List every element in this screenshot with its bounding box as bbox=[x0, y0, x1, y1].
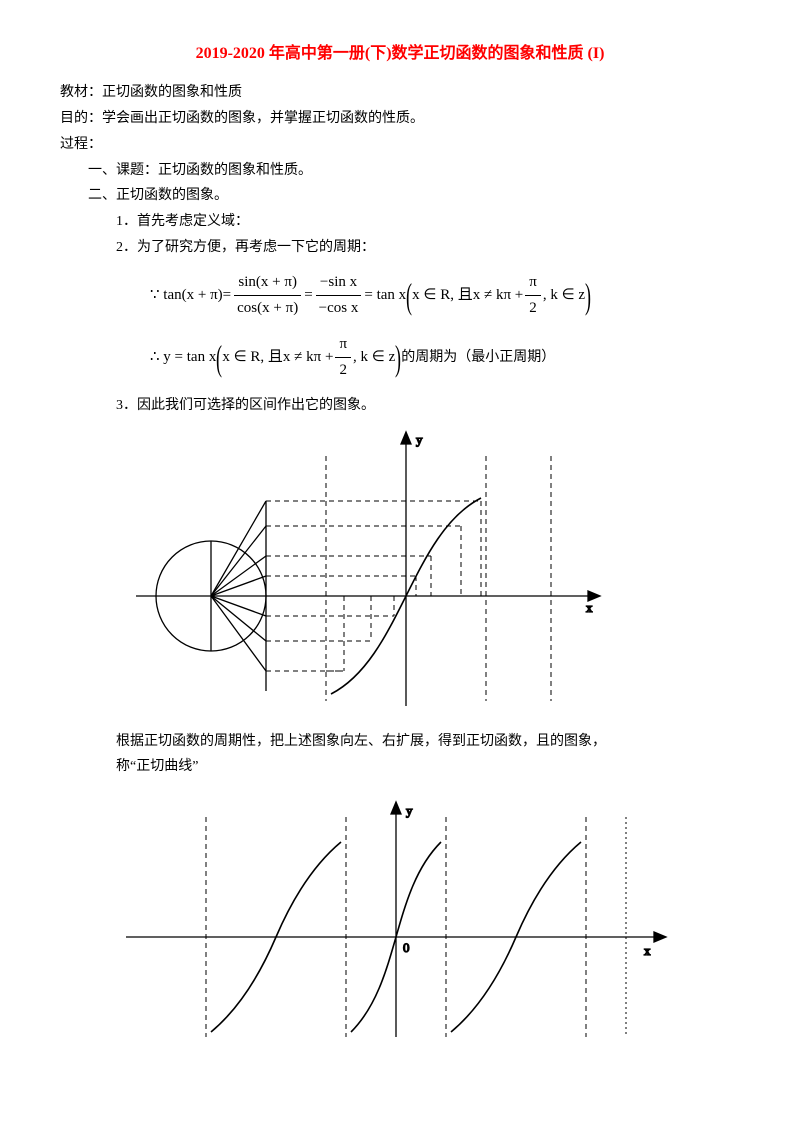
big-paren: ) bbox=[585, 278, 591, 314]
text-line: 1．首先考虑定义域： bbox=[60, 210, 740, 234]
axis-label-x: x bbox=[644, 943, 651, 958]
therefore-symbol: ∴ bbox=[150, 345, 160, 371]
text-line: 教材：正切函数的图象和性质 bbox=[60, 81, 740, 105]
text-line: 目的：学会画出正切函数的图象，并掌握正切函数的性质。 bbox=[60, 107, 740, 131]
axis-label-y: y bbox=[406, 803, 413, 818]
origin-label: 0 bbox=[403, 940, 410, 955]
text-line: 一、课题：正切函数的图象和性质。 bbox=[60, 159, 740, 183]
text-line: 过程： bbox=[60, 133, 740, 157]
formula-period-result: ∴ y = tan x ( x ∈ R, 且x ≠ kπ + π 2 , k ∈… bbox=[60, 332, 740, 384]
formula-period-derivation: ∵ tan(x + π) = sin(x + π) cos(x + π) = −… bbox=[60, 270, 740, 322]
big-paren: ( bbox=[406, 278, 412, 314]
fraction: π 2 bbox=[525, 270, 541, 322]
fraction: sin(x + π) cos(x + π) bbox=[233, 270, 302, 322]
text-line: 二、正切函数的图象。 bbox=[60, 184, 740, 208]
axis-label-y: y bbox=[416, 432, 423, 447]
page-title: 2019-2020 年高中第一册(下)数学正切函数的图象和性质 (I) bbox=[60, 40, 740, 67]
big-paren: ( bbox=[216, 340, 222, 376]
text-line: 3．因此我们可选择的区间作出它的图象。 bbox=[60, 394, 740, 418]
big-paren: ) bbox=[395, 340, 401, 376]
fraction: π 2 bbox=[335, 332, 351, 384]
text-line: 2．为了研究方便，再考虑一下它的周期： bbox=[60, 236, 740, 260]
axis-label-x: x bbox=[586, 600, 593, 615]
because-symbol: ∵ bbox=[150, 283, 160, 309]
figure-tangent-curve: x y 0 bbox=[60, 787, 740, 1047]
fraction: −sin x −cos x bbox=[315, 270, 363, 322]
text-line: 称“正切曲线” bbox=[60, 755, 740, 779]
figure-unit-circle-tangent: y x bbox=[60, 426, 740, 716]
text-line: 根据正切函数的周期性，把上述图象向左、右扩展，得到正切函数，且的图象， bbox=[60, 730, 740, 754]
